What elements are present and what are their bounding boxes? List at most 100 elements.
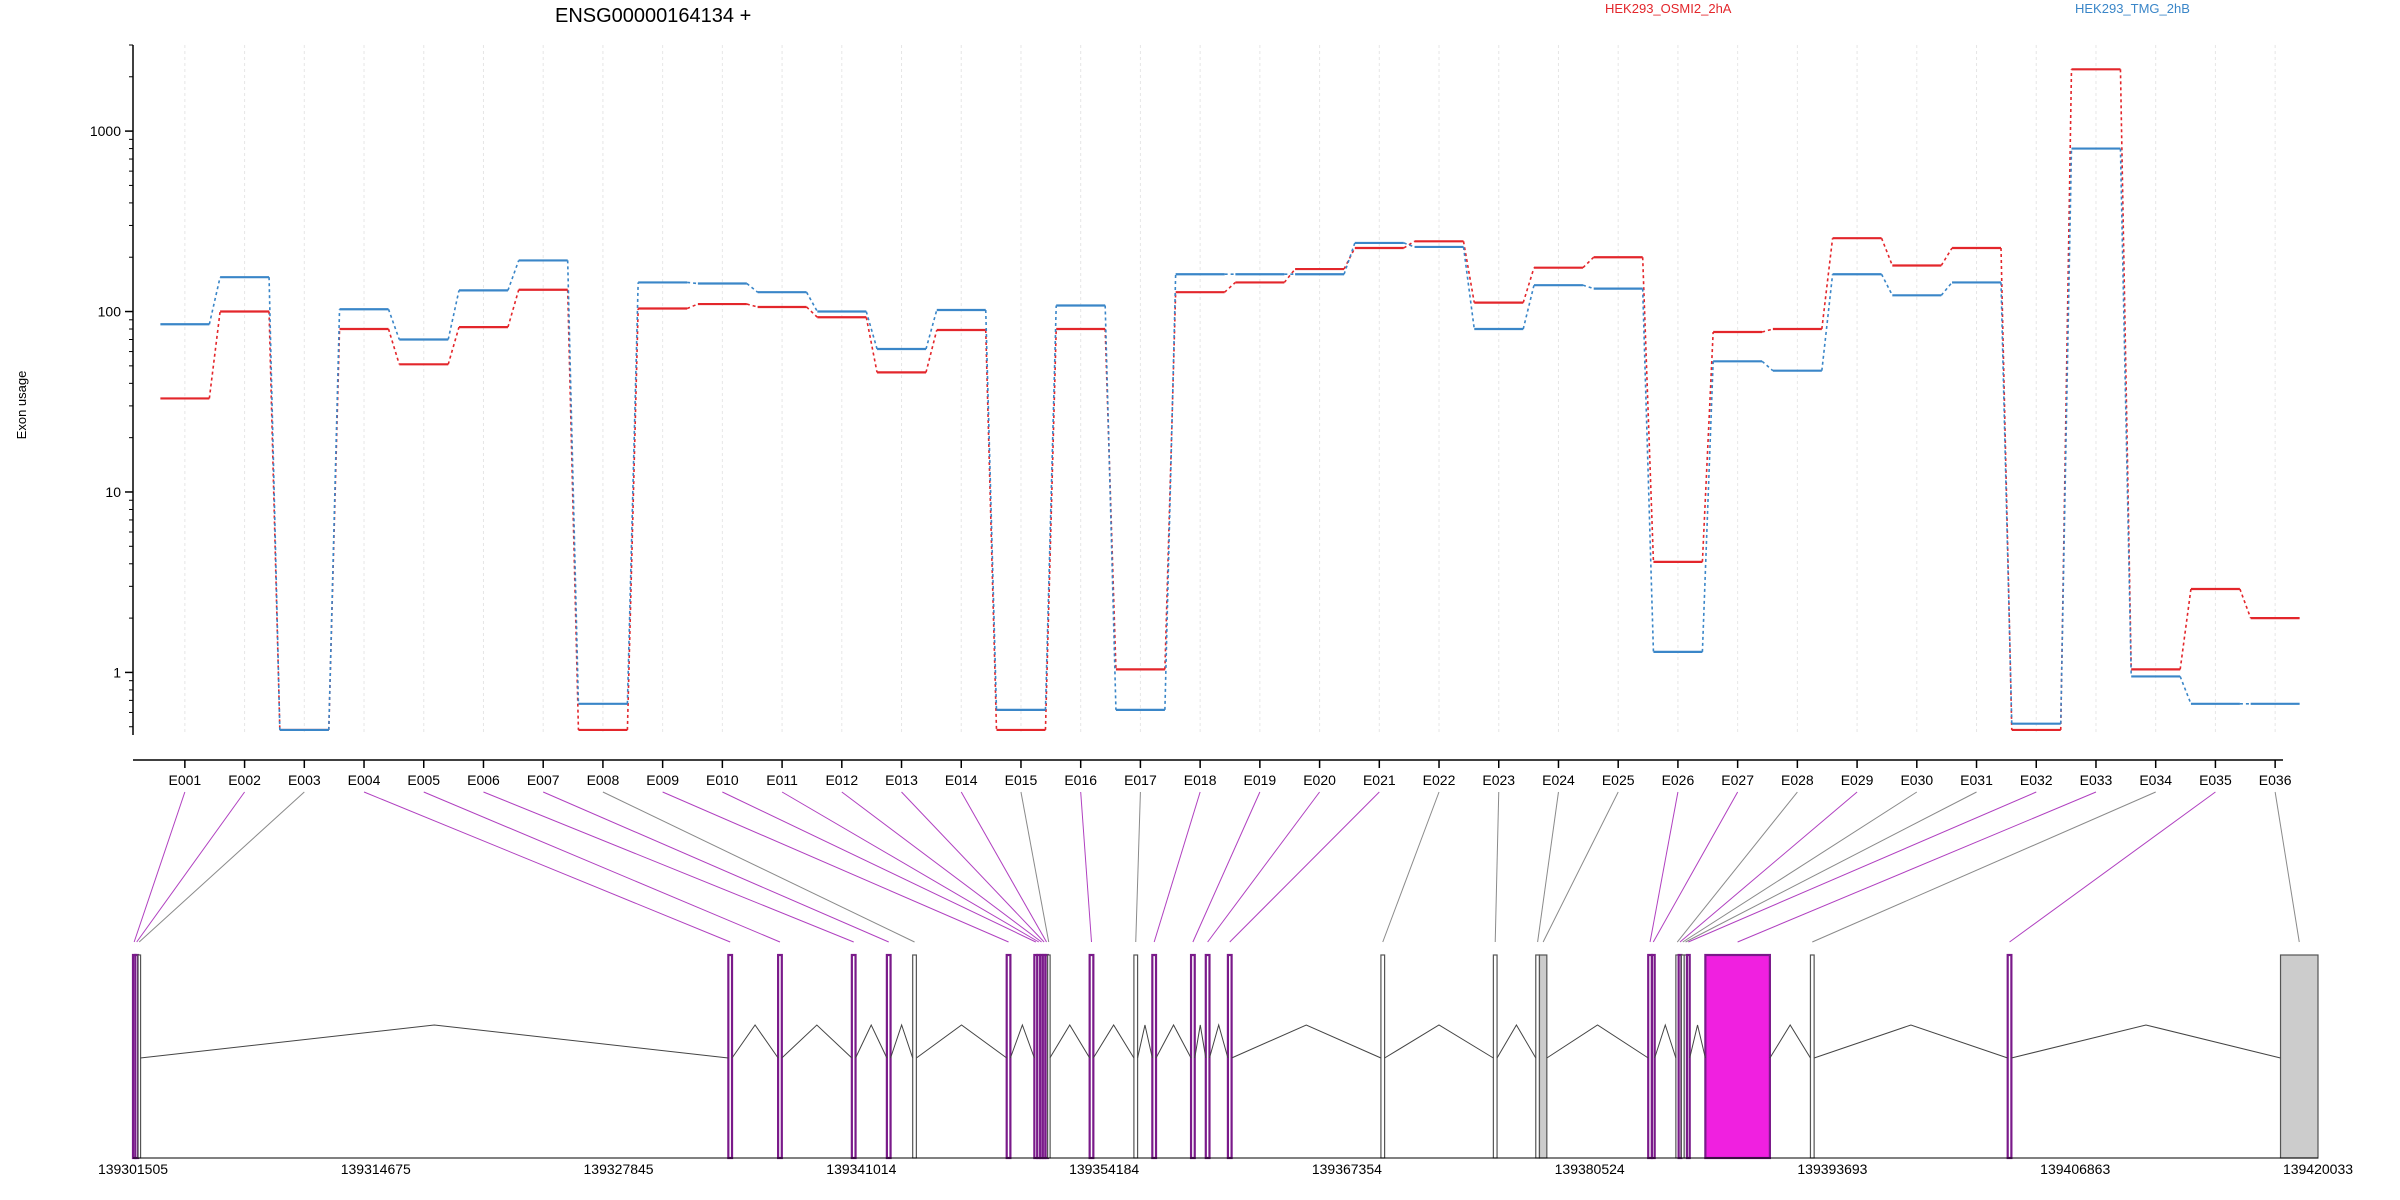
exon-connector [1542, 791, 1619, 943]
series-connector [2059, 148, 2073, 724]
exon-box [1685, 953, 1691, 1160]
exon-connector [2009, 791, 2216, 943]
intron-link [1769, 1024, 1811, 1059]
x-tick-label: E020 [1303, 772, 1336, 788]
series-connector [865, 317, 878, 373]
x-tick-label: E032 [2020, 772, 2053, 788]
legend-series-b: HEK293_TMG_2hB [2075, 1, 2190, 16]
exon-connector [1682, 791, 1918, 943]
exon-connector [1382, 791, 1440, 943]
series-connector [1701, 331, 1714, 562]
exon-connectors [133, 791, 2300, 943]
exon-box [727, 953, 734, 1160]
x-tick-label: E014 [945, 772, 978, 788]
genomic-tick-label: 139380524 [1555, 1161, 1625, 1177]
series-connector [2000, 282, 2013, 724]
x-tick-label: E033 [2080, 772, 2113, 788]
x-tick-label: E017 [1124, 772, 1157, 788]
exon-connector [1207, 791, 1320, 943]
exon-box [777, 953, 783, 1160]
series-connector [1403, 242, 1415, 248]
exon-connector [363, 791, 731, 943]
series-connector [746, 282, 759, 293]
exon-connector [841, 791, 1042, 943]
intron-link [1654, 1023, 1677, 1059]
series-connector [687, 281, 698, 285]
x-tick-label: E023 [1482, 772, 1515, 788]
series-connector [1940, 281, 1953, 296]
series-connector [387, 308, 401, 340]
x-tick-label: E030 [1900, 772, 1933, 788]
series-connector [327, 309, 341, 730]
series-connector [1283, 268, 1296, 283]
intron-link [1092, 1024, 1135, 1059]
series-connector [1880, 273, 1894, 296]
exon-box [1088, 953, 1095, 1160]
series-connector [1104, 305, 1117, 710]
series-connector [746, 303, 758, 308]
series-group [160, 68, 2300, 732]
x-tick-label: E027 [1721, 772, 1754, 788]
exon-connector [722, 791, 1037, 943]
exon-connector [1080, 791, 1092, 943]
y-tick-label: 1000 [90, 123, 121, 139]
series-connector [925, 309, 938, 350]
x-tick-label: E035 [2199, 772, 2232, 788]
exon-box [1650, 953, 1656, 1160]
genomic-tick-label: 139406863 [2040, 1161, 2110, 1177]
axes: 1 10 100 1000 E001 E002 E003 E004 E005 E006 E007 E0… [90, 44, 2292, 788]
intron-link [855, 1023, 888, 1059]
series-connector [1641, 257, 1655, 562]
exon-connector [1676, 791, 1798, 943]
exon-connector [662, 791, 1009, 943]
x-tick-label: E022 [1423, 772, 1456, 788]
intron-link [1049, 1024, 1091, 1059]
intron-link [1546, 1024, 1649, 1059]
exon-connector [1192, 791, 1261, 943]
y-axis-label: Exon usage [14, 371, 29, 440]
exon-connector [1688, 791, 2037, 943]
series-connector [507, 260, 520, 291]
exon-connector [136, 791, 245, 943]
x-tick-label: E013 [885, 772, 918, 788]
exon-connector [781, 791, 1040, 943]
exon-box [1133, 954, 1139, 1159]
y-tick-label: 1 [113, 664, 121, 680]
genomic-tick-label: 139327845 [584, 1161, 654, 1177]
exon-connector [1537, 791, 1559, 943]
series-connector [626, 308, 639, 730]
intron-link [731, 1024, 779, 1059]
gene-model: 139301505 139314675 139327845 139341014 1393… [98, 953, 2353, 1177]
series-connector [1522, 284, 1535, 330]
series-connector [447, 326, 460, 365]
genomic-tick-label: 139393693 [1797, 1161, 1867, 1177]
genomic-tick-label: 139341014 [826, 1161, 896, 1177]
exon-connector [1135, 791, 1141, 943]
series-connector [1940, 247, 1953, 266]
exon-connector [1679, 791, 1858, 943]
x-tick-label: E004 [348, 772, 381, 788]
series-connector [1462, 241, 1476, 303]
series-connector [447, 290, 460, 340]
exon-connector [1652, 791, 1739, 943]
series-connector [1403, 240, 1415, 249]
x-tick-label: E018 [1184, 772, 1217, 788]
series-connector [2179, 588, 2192, 670]
series-connector [1164, 274, 1177, 710]
exon-box [1047, 954, 1051, 1159]
exon-connector [1737, 791, 2097, 943]
intron-link [2011, 1024, 2281, 1059]
x-tick-label: E010 [706, 772, 739, 788]
x-tick-label: E008 [587, 772, 620, 788]
x-tick-label: E034 [2139, 772, 2172, 788]
exon-box [137, 954, 142, 1159]
series-connector [2119, 148, 2133, 677]
exon-connector [1020, 791, 1050, 943]
series-connector [1761, 360, 1774, 372]
series-connector [1821, 274, 1834, 371]
exon-box [2279, 954, 2319, 1159]
genomic-tick-label: 139301505 [98, 1161, 168, 1177]
series-connector [566, 260, 580, 704]
x-tick-label: E011 [766, 772, 798, 788]
